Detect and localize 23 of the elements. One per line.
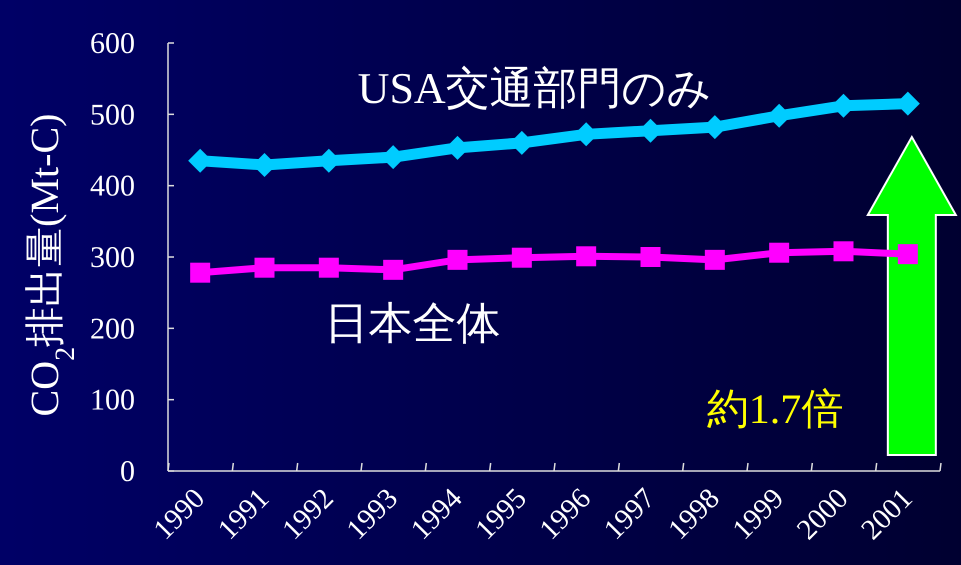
point [448, 250, 468, 270]
y-tick-label: 100 [90, 384, 135, 417]
series-label: USA交通部門のみ [358, 64, 712, 113]
y-tick-label: 500 [90, 98, 135, 132]
point [640, 247, 660, 267]
point [898, 244, 918, 264]
series-label: 日本全体 [324, 298, 500, 348]
y-tick-label: 400 [90, 170, 135, 203]
x-tick-label: 1991 [212, 482, 276, 546]
y-tick-label: 300 [90, 241, 135, 274]
y-tick-label: 0 [120, 455, 135, 488]
point [769, 242, 790, 263]
point [834, 241, 854, 262]
point [383, 260, 404, 280]
y-tick-label: 200 [90, 312, 135, 346]
point [576, 246, 596, 266]
point [254, 258, 274, 278]
y-tick-label: 600 [90, 27, 135, 60]
point [512, 248, 532, 268]
point [704, 250, 725, 270]
point [190, 262, 210, 283]
point [318, 258, 339, 278]
annotation: 約1.7倍 [706, 387, 844, 433]
